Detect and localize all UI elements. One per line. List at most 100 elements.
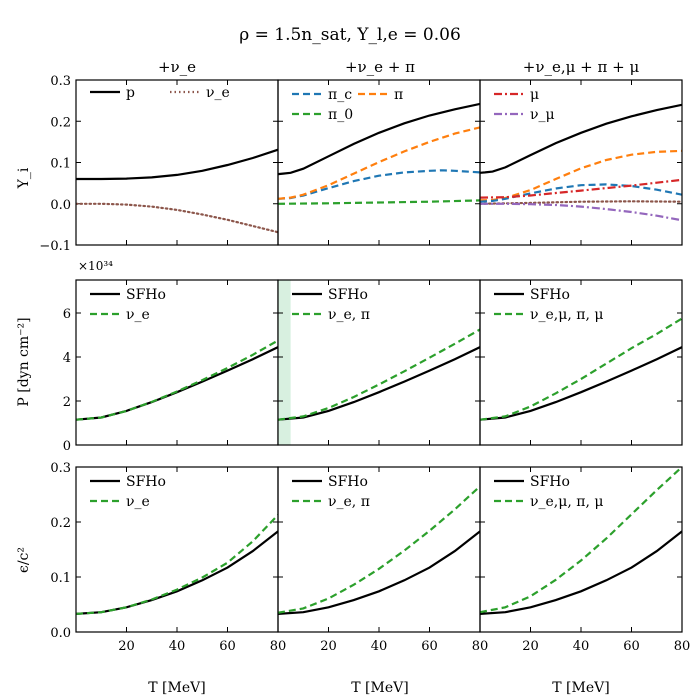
- series-line-series-0: [480, 103, 682, 174]
- highlight-band: [278, 280, 291, 445]
- legend-label: SFHo: [530, 287, 570, 303]
- y-tick-label: 0.2: [50, 115, 71, 130]
- panel-3-2: 20 40 60 80 SFHo ν_e, π: [277, 466, 489, 654]
- panel-2-2: SFHo ν_e, π: [277, 279, 481, 446]
- legend: SFHo ν_e, π: [292, 287, 370, 323]
- y-tick-label: 0.2: [50, 516, 71, 531]
- legend-label: ν_e, π: [328, 494, 370, 510]
- x-tick-label: 40: [169, 639, 186, 654]
- x-tick-label: 20: [118, 639, 135, 654]
- legend-label: π: [394, 87, 403, 103]
- panel-frame: [75, 466, 279, 633]
- series-line--e-: [480, 467, 682, 614]
- series-line--e: [76, 339, 278, 421]
- y-tick-label: 2: [63, 395, 71, 410]
- series-line--: [480, 178, 682, 199]
- panel-frame: [277, 466, 481, 633]
- x-tick-label: 60: [623, 639, 640, 654]
- panel-3-3: 20 40 60 80 SFHo ν_e,μ, π, μ: [479, 466, 691, 654]
- legend-label: ν_e,μ, π, μ: [530, 307, 603, 323]
- panel-1-1: −0.1 0.0 0.1 0.2 0.3 p ν_e: [39, 74, 279, 254]
- series-line--e: [76, 514, 278, 615]
- legend-label: SFHo: [126, 287, 166, 303]
- legend-label: ν_μ: [530, 107, 555, 123]
- series-line--e-: [278, 328, 480, 421]
- panel-frame: [479, 466, 683, 633]
- y-tick-label: 0.1: [50, 571, 71, 586]
- x-axis-label-2: T [MeV]: [351, 680, 408, 696]
- legend: SFHo ν_e: [90, 474, 166, 510]
- panel-1-2: π_c π π_0: [277, 79, 481, 246]
- panel-2-1: 0 2 4 6 SFHo ν_e: [63, 279, 279, 454]
- series-line-sfho: [480, 530, 682, 615]
- series-line-series-0: [278, 102, 480, 176]
- panel-frame: [479, 79, 683, 246]
- series-line--0: [278, 199, 480, 205]
- legend-label: ν_e,μ, π, μ: [530, 494, 603, 510]
- column-title-2: +ν_e + π: [345, 58, 415, 76]
- x-tick-label: 60: [219, 639, 236, 654]
- panel-frame: [277, 79, 481, 246]
- panel-3-1: 0.0 0.1 0.2 0.3 20 40 60 80 SFHo ν_e: [50, 461, 286, 654]
- y-tick-label: 0.3: [50, 74, 71, 89]
- legend-label: SFHo: [328, 474, 368, 490]
- y-tick-label: −0.1: [39, 239, 71, 254]
- series-line-sfho: [278, 530, 480, 615]
- x-axis-label-3: T [MeV]: [552, 680, 609, 696]
- legend-label: SFHo: [530, 474, 570, 490]
- legend: SFHo ν_e, π: [292, 474, 370, 510]
- series-line-sfho: [278, 346, 480, 421]
- legend: μ ν_μ: [494, 87, 555, 123]
- legend-label: SFHo: [126, 474, 166, 490]
- x-tick-label: 80: [472, 639, 489, 654]
- x-tick-label: 80: [270, 639, 287, 654]
- x-tick-label: 60: [421, 639, 438, 654]
- series-line--e: [76, 202, 278, 234]
- y-tick-label: 4: [63, 351, 71, 366]
- series-line-sfho: [76, 346, 278, 421]
- pressure-multiplier: ×10³⁴: [78, 259, 113, 273]
- panel-2-3: SFHo ν_e,μ, π, μ: [479, 279, 683, 446]
- legend-label: π_0: [328, 107, 353, 123]
- y-tick-label: 0: [63, 439, 71, 454]
- legend: SFHo ν_e,μ, π, μ: [494, 474, 603, 510]
- legend-label: μ: [530, 87, 539, 103]
- legend: SFHo ν_e,μ, π, μ: [494, 287, 603, 323]
- x-tick-label: 80: [674, 639, 691, 654]
- series-line-series-4: [480, 200, 682, 205]
- y-tick-label: 0.3: [50, 461, 71, 476]
- panel-1-3: μ ν_μ: [479, 79, 683, 246]
- column-title-1: +ν_e: [158, 58, 196, 76]
- legend-label: SFHo: [328, 287, 368, 303]
- x-tick-label: 40: [371, 639, 388, 654]
- x-tick-label: 20: [522, 639, 539, 654]
- series-line--c: [278, 169, 480, 200]
- row-label-energy: ϵ/c²: [16, 547, 32, 573]
- panel-frame: [75, 79, 279, 246]
- legend-label: p: [126, 85, 135, 101]
- x-axis-label-1: T [MeV]: [148, 680, 205, 696]
- legend: π_c π π_0: [292, 87, 403, 123]
- x-tick-label: 20: [320, 639, 337, 654]
- series-line--e-: [480, 317, 682, 421]
- series-line-series-2: [480, 183, 682, 203]
- panel-frame: [479, 279, 683, 446]
- row-label-yi: Y_i: [16, 167, 32, 189]
- legend-label: π_c: [328, 87, 352, 103]
- series-line-p: [76, 148, 278, 181]
- row-label-pressure: P [dyn cm⁻²]: [16, 317, 32, 406]
- series-line--: [480, 202, 682, 222]
- series-line-sfho: [76, 530, 278, 615]
- series-line--: [278, 126, 480, 200]
- y-tick-label: 0.0: [50, 626, 71, 641]
- legend-label: ν_e: [126, 307, 150, 323]
- y-tick-label: 6: [63, 307, 71, 322]
- y-tick-label: 0.1: [50, 157, 71, 172]
- x-tick-label: 40: [573, 639, 590, 654]
- y-tick-label: 0.0: [50, 198, 71, 213]
- series-line--e-: [278, 485, 480, 614]
- series-line-sfho: [480, 346, 682, 421]
- panel-grid: −0.1 0.0 0.1 0.2 0.3 p ν_e π_c π π_0 μ ν_μ 0 2 4 6 SFHo ν…: [39, 74, 690, 654]
- figure-title: ρ = 1.5n_sat, Y_l,e = 0.06: [239, 25, 461, 45]
